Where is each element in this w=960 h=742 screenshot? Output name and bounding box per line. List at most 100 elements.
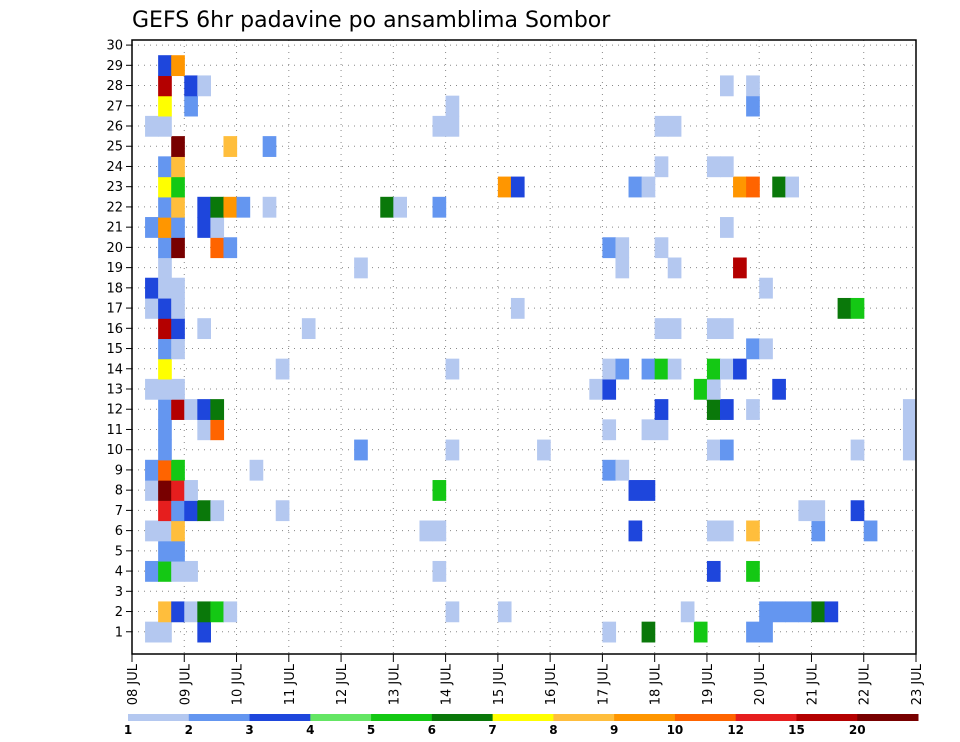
data-cell [210,500,225,522]
data-cell [184,480,198,501]
data-cell [210,217,225,238]
data-cell [197,601,211,623]
data-cell [720,520,734,542]
legend-label: 8 [549,723,557,737]
data-cell [158,318,172,340]
data-cell [706,378,721,400]
data-cell [445,601,460,623]
data-cell [158,55,172,77]
data-cell [223,601,238,623]
data-cell [785,601,799,623]
y-tick-label: 28 [106,79,123,94]
data-cell [171,560,185,582]
legend-label: 6 [428,723,436,737]
data-cell [720,217,734,238]
data-cell [720,358,734,380]
data-cell [171,540,185,562]
data-cell [510,297,525,319]
data-cell [602,459,617,481]
data-cell [733,257,747,279]
y-tick-label: 30 [106,39,123,54]
data-cell [158,540,172,562]
data-cell [171,601,185,623]
data-cell [158,621,172,643]
data-cell [171,237,185,259]
data-cell [158,560,172,582]
data-cell [171,378,185,400]
data-cell [654,318,669,340]
data-cell [615,237,630,259]
data-cell [641,358,656,380]
y-tick-label: 13 [106,383,123,398]
data-cell [667,358,682,380]
data-cell [158,520,172,542]
data-cell [275,500,290,522]
data-cell [197,318,211,340]
data-cell [602,378,617,400]
data-cell [720,156,734,178]
data-cell [184,399,198,420]
data-cell [158,156,172,178]
data-cell [432,196,447,218]
data-cell [354,257,368,279]
data-cell [171,318,185,340]
data-cell [654,419,669,441]
data-cell [497,601,512,623]
data-cell [641,176,656,198]
y-tick-label: 17 [106,302,123,317]
x-tick-label: 09 JUL [178,663,193,705]
data-cell [615,459,630,481]
legend-swatch [614,714,676,721]
data-cell [746,95,760,117]
data-cell [184,560,198,582]
data-cell [171,459,185,481]
data-cell [262,136,277,157]
data-cell [184,500,198,522]
data-cell [171,480,185,501]
legend: 1 2 3 4 5 6 7 8 9 10 12 15 20 [124,714,919,737]
data-cell [158,257,172,279]
data-cell [628,520,643,542]
data-cell [680,601,695,623]
data-cell [432,115,447,137]
x-tick-label: 08 JUL [126,663,141,705]
data-cell [850,500,865,522]
data-cell [145,621,159,643]
data-cell [158,75,172,97]
data-cell [171,176,185,198]
data-cell [158,399,172,420]
data-cell [811,520,826,542]
legend-swatch [310,714,372,721]
legend-label: 7 [488,723,496,737]
y-tick-label: 8 [115,484,123,499]
data-cell [171,520,185,542]
data-cell [158,237,172,259]
data-cell [145,378,159,400]
data-cell [171,500,185,522]
data-cell [145,560,159,582]
data-cell [720,399,734,420]
data-cell [158,419,172,441]
data-cell [706,399,721,420]
y-tick-label: 3 [115,585,123,600]
data-cell [158,358,172,380]
data-cell [210,399,225,420]
chart-title: GEFS 6hr padavine po ansamblima Sombor [132,8,611,33]
plot-background [132,40,916,654]
legend-swatch [553,714,615,721]
data-cell [301,318,316,340]
data-cell [445,115,460,137]
y-tick-label: 4 [115,565,123,580]
data-cell [210,237,225,259]
x-tick-label: 18 JUL [649,663,664,705]
data-cells [145,55,916,643]
data-cell [902,439,916,461]
data-cell [693,621,708,643]
data-cell [602,621,617,643]
data-cell [772,601,786,623]
legend-swatch [249,714,311,721]
data-cell [654,399,669,420]
y-tick-label: 27 [106,99,123,114]
data-cell [720,75,734,97]
data-cell [171,55,185,77]
